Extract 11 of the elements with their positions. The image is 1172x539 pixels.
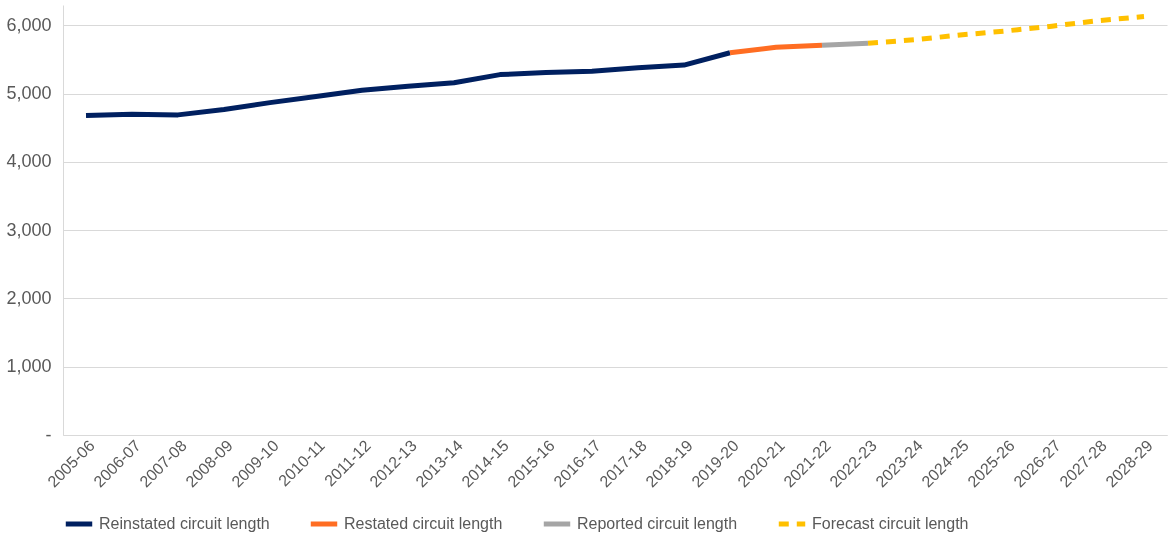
legend-label: Forecast circuit length <box>812 515 969 532</box>
y-tick-label: 1,000 <box>6 356 52 377</box>
y-tick-label: 3,000 <box>6 219 52 240</box>
legend-label: Reinstated circuit length <box>99 515 270 532</box>
y-tick-label: - <box>45 424 52 445</box>
y-tick-label: 2,000 <box>6 287 52 308</box>
y-tick-label: 5,000 <box>6 83 52 104</box>
y-tick-label: 4,000 <box>6 151 52 172</box>
legend-label: Reported circuit length <box>577 515 738 532</box>
legend-label: Restated circuit length <box>344 515 503 532</box>
y-tick-label: 6,000 <box>6 14 52 35</box>
